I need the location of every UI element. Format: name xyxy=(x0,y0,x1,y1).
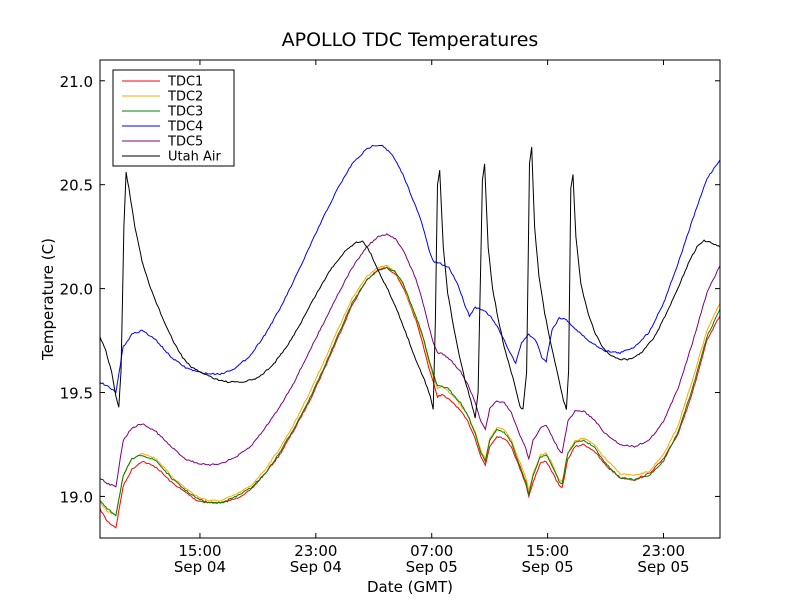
series-line-utah-air xyxy=(100,146,720,419)
legend-label: TDC4 xyxy=(167,120,203,135)
y-tick-label: 20.5 xyxy=(60,177,93,195)
chart-title: APOLLO TDC Temperatures xyxy=(282,29,539,51)
x-tick-label-date: Sep 05 xyxy=(637,558,689,576)
y-tick-label: 20.0 xyxy=(60,281,93,299)
y-axis: 19.0 19.5 20.0 20.5 21.0 xyxy=(60,73,720,506)
x-tick-label-time: 07:00 xyxy=(410,542,453,560)
x-tick-label-time: 15:00 xyxy=(178,542,221,560)
y-tick-label: 19.5 xyxy=(60,385,93,403)
x-tick-label-date: Sep 04 xyxy=(290,558,342,576)
series-line-tdc3 xyxy=(100,266,720,517)
x-tick-label-date: Sep 04 xyxy=(174,558,226,576)
legend-label: TDC5 xyxy=(167,135,203,150)
legend-label: TDC3 xyxy=(167,105,203,120)
x-tick-label-date: Sep 05 xyxy=(406,558,458,576)
series-line-tdc5 xyxy=(100,233,720,488)
x-tick-label-time: 23:00 xyxy=(642,542,685,560)
legend-label: TDC1 xyxy=(167,75,203,90)
y-tick-label: 21.0 xyxy=(60,73,93,91)
plot-frame xyxy=(99,59,721,539)
legend-label: Utah Air xyxy=(168,150,221,165)
x-axis-label: Date (GMT) xyxy=(367,578,453,596)
x-tick-label-date: Sep 05 xyxy=(522,558,574,576)
x-tick-label-time: 23:00 xyxy=(294,542,337,560)
y-tick-label: 19.0 xyxy=(60,488,93,506)
series-layer xyxy=(100,144,720,529)
legend-box xyxy=(112,69,235,167)
x-tick-label-time: 15:00 xyxy=(526,542,569,560)
legend-label: TDC2 xyxy=(167,90,203,105)
y-axis-label: Temperature (C) xyxy=(39,238,57,361)
